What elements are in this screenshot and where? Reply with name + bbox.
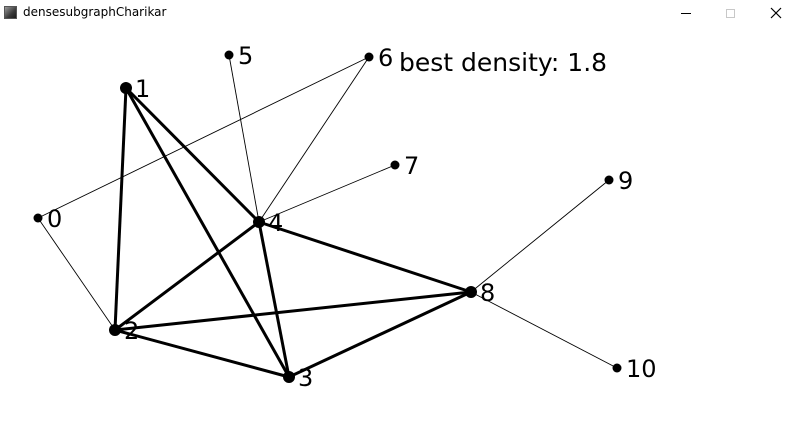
node-10[interactable] [612,363,622,373]
edge-1-3 [124,87,291,378]
edge-3-8 [288,290,472,379]
edge-4-8 [258,220,472,294]
node-label-3: 3 [298,364,313,392]
maximize-button[interactable] [707,0,753,26]
app-icon [4,6,17,19]
node-9[interactable] [604,175,614,185]
node-1[interactable] [120,82,132,94]
edge-2-3 [114,328,290,379]
minimize-button[interactable] [663,0,709,26]
close-icon [770,7,782,19]
edge-3-4 [257,221,291,378]
edge-1-4 [124,86,261,224]
node-label-2: 2 [124,317,139,345]
node-label-7: 7 [404,152,419,180]
window-title: densesubgraphCharikar [23,5,167,19]
node-2[interactable] [109,324,121,336]
edges-layer [37,54,618,379]
close-button[interactable] [753,0,791,26]
edge-1-2 [113,87,128,331]
edge-2-8 [114,290,472,332]
node-4[interactable] [253,216,265,228]
node-label-1: 1 [135,75,150,103]
minimize-icon [681,12,691,14]
node-label-0: 0 [47,205,62,233]
node-3[interactable] [283,371,295,383]
edge-8-9 [470,179,610,293]
graph-canvas[interactable]: best density: 1.8 0 1 2 3 4 5 6 7 8 9 10 [0,26,791,423]
node-label-9: 9 [618,167,633,195]
best-density-value: 1.8 [567,48,608,77]
node-label-10: 10 [626,355,657,383]
node-5[interactable] [224,50,234,60]
title-bar[interactable]: densesubgraphCharikar [0,0,791,26]
edge-4-5 [228,54,260,223]
node-label-8: 8 [480,279,495,307]
node-label-5: 5 [238,42,253,70]
edge-2-4 [114,220,260,332]
edge-8-10 [470,291,618,369]
node-8[interactable] [465,286,477,298]
node-label-6: 6 [378,44,393,72]
best-density-label: best density: [399,48,560,77]
graph-drawing: 0 1 2 3 4 5 6 7 8 9 10 [33,42,657,392]
best-density-readout: best density: 1.8 [399,48,615,77]
edge-0-2 [37,217,116,331]
node-0[interactable] [33,213,43,223]
edge-4-7 [258,164,396,223]
node-label-4: 4 [268,209,283,237]
nodes-layer: 0 1 2 3 4 5 6 7 8 9 10 [33,42,657,392]
edge-0-6 [37,56,370,219]
node-7[interactable] [390,160,400,170]
node-6[interactable] [364,52,374,62]
maximize-icon [725,8,735,18]
edge-4-6 [258,56,370,223]
